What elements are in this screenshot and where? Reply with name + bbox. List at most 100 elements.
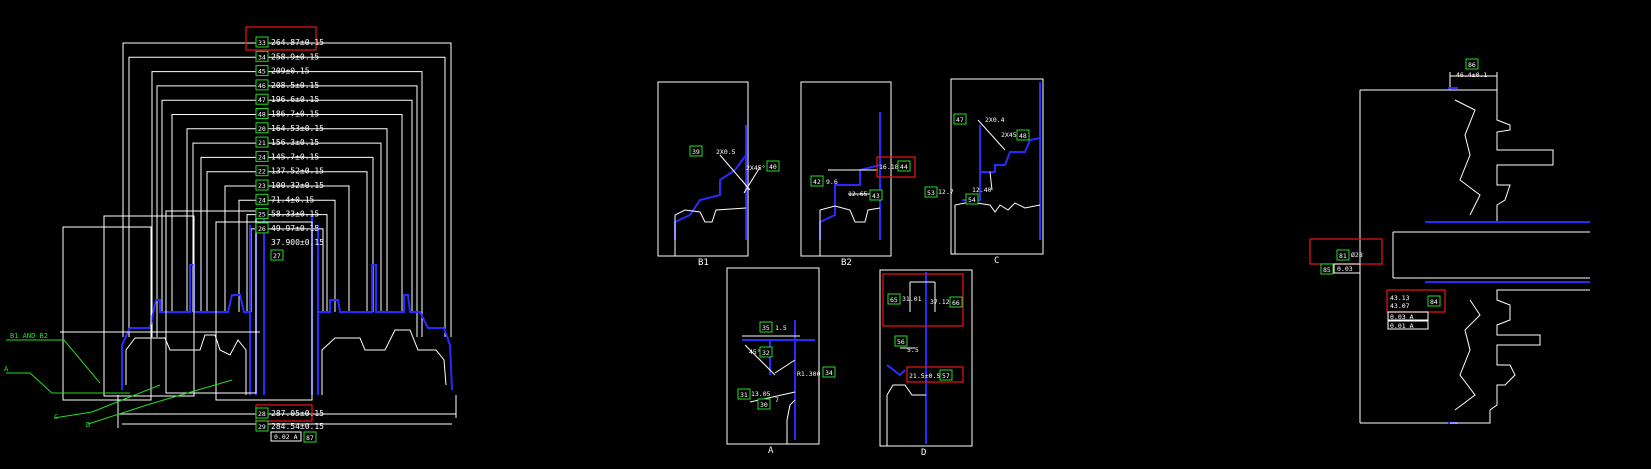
- b1-dim-1: 2X0.5: [716, 148, 736, 156]
- tolerance-frame-text: 0.02 A: [274, 433, 298, 441]
- right-frame-a: 0.03 A: [1390, 313, 1414, 321]
- callout-c: C: [54, 413, 58, 421]
- right-dim-85: 0.03: [1337, 265, 1353, 273]
- balloon-65-num: 65: [890, 296, 898, 304]
- balloon-44: [897, 160, 911, 172]
- balloon-53: [924, 186, 938, 198]
- red-highlight-top: [245, 26, 317, 51]
- dim-balloon-num: 21: [258, 139, 266, 147]
- d-dim-1: 31.01: [902, 295, 922, 303]
- dim-balloon: [255, 108, 269, 119]
- dim-balloon-num: 33: [258, 39, 266, 47]
- c-profile-white: [954, 201, 1041, 254]
- balloon-85: [1320, 263, 1334, 275]
- balloon-53-num: 53: [927, 189, 935, 197]
- dimension-bracket: [238, 199, 336, 312]
- detail-view-b2: 42 9.6 12.65 43 16.18 44 B2: [800, 81, 916, 268]
- detail-b2-caption: B2: [841, 258, 852, 268]
- a-dim-3: R1.300: [797, 370, 821, 378]
- leader-b1b2: [6, 339, 101, 384]
- balloon-86: [1465, 58, 1479, 70]
- dim-28-text: 287.05±0.15: [271, 409, 324, 418]
- rect-outline-1: [62, 226, 152, 401]
- dim-balloon: [255, 79, 269, 91]
- a-leader: [744, 344, 776, 376]
- dim-balloon-num: 48: [258, 111, 266, 119]
- right-side-view: 86 46.4±0.1 81 Ø28 85 0.03 43.13 43.07 8…: [1309, 58, 1590, 424]
- dimension-bracket: [186, 128, 388, 312]
- callout-a: A: [4, 365, 9, 373]
- balloon-86-num: 86: [1468, 61, 1476, 69]
- dim-balloon: [255, 193, 269, 205]
- c-dim-2: 2X45: [1001, 131, 1017, 139]
- tolerance-frame-85: [1333, 263, 1361, 274]
- balloon-87: [303, 431, 317, 443]
- callout-d: D: [86, 421, 90, 429]
- dim-balloon: [255, 165, 269, 177]
- detail-view-d: 65 31.01 37.12 66 56 5.5 21.5±0.5 57 D: [879, 269, 973, 458]
- balloon-47: [953, 113, 967, 125]
- dim-balloon-num: 20: [258, 125, 266, 133]
- b2-profile: [819, 164, 881, 240]
- detail-a-caption: A: [768, 446, 774, 456]
- d-profile-white: [886, 384, 926, 446]
- balloon-65: [887, 293, 901, 305]
- detail-d-frame: [879, 269, 973, 447]
- balloon-29-num: 29: [258, 423, 266, 431]
- balloon-31: [737, 388, 751, 400]
- balloon-27: [270, 249, 284, 261]
- b1-profile-white: [674, 207, 747, 256]
- dimension-bracket: [161, 99, 413, 312]
- left-profile-blue: [121, 225, 453, 395]
- balloon-48-num: 48: [1019, 132, 1027, 140]
- dim-balloon-num: 25: [258, 211, 266, 219]
- balloon-32-num: 32: [762, 349, 770, 357]
- dimension-bracket: [151, 71, 423, 337]
- detail-view-c: 47 2X0.4 2X45 48 53 12.7 12.40 54 C: [924, 78, 1044, 266]
- dim-text: 37.900±0.15: [271, 238, 324, 247]
- dimension-bracket: [156, 85, 418, 337]
- dimension-bracket: [246, 214, 328, 312]
- right-profile-outline: [1450, 89, 1590, 424]
- balloon-40: [766, 160, 780, 172]
- dim-text: 49.97±0.15: [271, 224, 319, 233]
- left-profile-white: [125, 329, 447, 395]
- balloon-30: [757, 398, 771, 410]
- dim-balloon-num: 47: [258, 96, 266, 104]
- dimension-bracket: [192, 142, 382, 312]
- dimension-bracket: [224, 185, 350, 312]
- d-dim-2: 37.12: [930, 298, 950, 306]
- detail-view-b1: 39 2X0.5 2X45° 40 B1: [657, 81, 780, 268]
- balloon-84-num: 84: [1430, 298, 1438, 306]
- detail-b1-caption: B1: [698, 258, 709, 268]
- detail-view-a: 35 1.5 45° 32 R1.300 34 31 13.05 7 30 A: [726, 267, 836, 456]
- dim-balloon: [255, 50, 269, 62]
- tolerance-frame: [270, 431, 302, 442]
- b2-red-highlight: [876, 156, 916, 178]
- a-dim-5: 7: [775, 396, 779, 404]
- tolerance-frame-b: [1387, 320, 1429, 330]
- b2-dim-2: 12.65: [848, 190, 868, 198]
- leader-a: [6, 372, 130, 394]
- dim-balloon: [255, 150, 269, 162]
- d-dim-4: 21.5±0.5: [909, 372, 940, 380]
- d-profile: [886, 364, 906, 377]
- dimension-bracket: [200, 156, 374, 312]
- balloon-31-num: 31: [740, 391, 748, 399]
- right-profile-inner: [1454, 99, 1481, 411]
- balloon-56-num: 56: [897, 338, 905, 346]
- balloon-85-num: 85: [1323, 266, 1331, 274]
- detail-b1-frame: [657, 81, 749, 257]
- balloon-56: [894, 335, 908, 347]
- balloon-43: [869, 189, 883, 201]
- dim-balloon-num: 34: [258, 53, 266, 61]
- dim-text: 208.5±0.15: [271, 81, 319, 90]
- dim-balloon: [255, 122, 269, 134]
- b2-dim-1: 9.6: [826, 178, 838, 186]
- balloon-57: [939, 369, 953, 381]
- dim-text: 258.9±0.15: [271, 52, 319, 61]
- b1-leader2: [743, 166, 761, 194]
- a-dim-2: 45°: [749, 348, 761, 356]
- dim-text: 264.87±0.15: [271, 38, 324, 47]
- detail-d-caption: D: [921, 448, 926, 458]
